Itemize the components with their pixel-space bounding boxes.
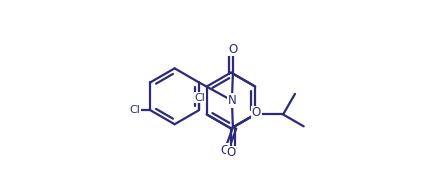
Text: N: N	[228, 94, 236, 107]
Text: O: O	[226, 146, 235, 160]
Text: O: O	[228, 43, 238, 56]
Text: O: O	[251, 106, 261, 119]
Text: Cl: Cl	[129, 105, 140, 115]
Text: O: O	[220, 144, 229, 157]
Text: Cl: Cl	[194, 93, 205, 103]
